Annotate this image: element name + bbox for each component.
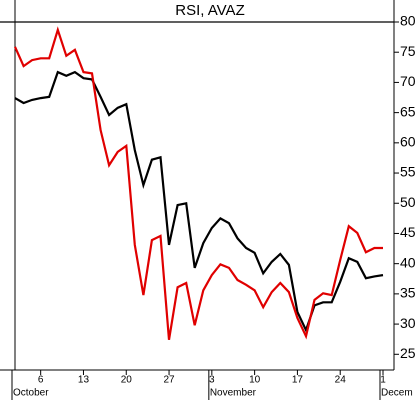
month-label: October [13, 388, 49, 399]
x-tick-label: 6 [38, 375, 44, 386]
rsi-line [13, 26, 383, 340]
x-tick-label: 3 [209, 375, 215, 386]
y-tick-label: 35 [400, 285, 416, 301]
y-tick-label: 40 [400, 254, 416, 270]
x-tick-label: 27 [163, 375, 175, 386]
y-tick-label: 75 [400, 43, 416, 59]
y-tick-label: 25 [400, 345, 416, 361]
x-tick-label: 20 [121, 375, 133, 386]
y-tick-label: 60 [400, 134, 416, 150]
x-tick-label: 24 [335, 375, 347, 386]
x-tick-label: 10 [249, 375, 261, 386]
month-label: November [210, 388, 257, 399]
y-tick-label: 50 [400, 194, 416, 210]
y-tick-label: 55 [400, 164, 416, 180]
x-tick-label: 13 [78, 375, 90, 386]
y-tick-label: 70 [400, 73, 416, 89]
y-tick-label: 65 [400, 103, 416, 119]
y-tick-label: 45 [400, 224, 416, 240]
x-tick-label: 17 [292, 375, 304, 386]
x-tick-label: 1 [380, 375, 386, 386]
y-tick-label: 80 [400, 13, 416, 29]
rsi-line [14, 70, 384, 334]
y-tick-label: 30 [400, 315, 416, 331]
chart-title: RSI, AVAZ [175, 2, 244, 19]
month-label: Decem [381, 388, 413, 399]
